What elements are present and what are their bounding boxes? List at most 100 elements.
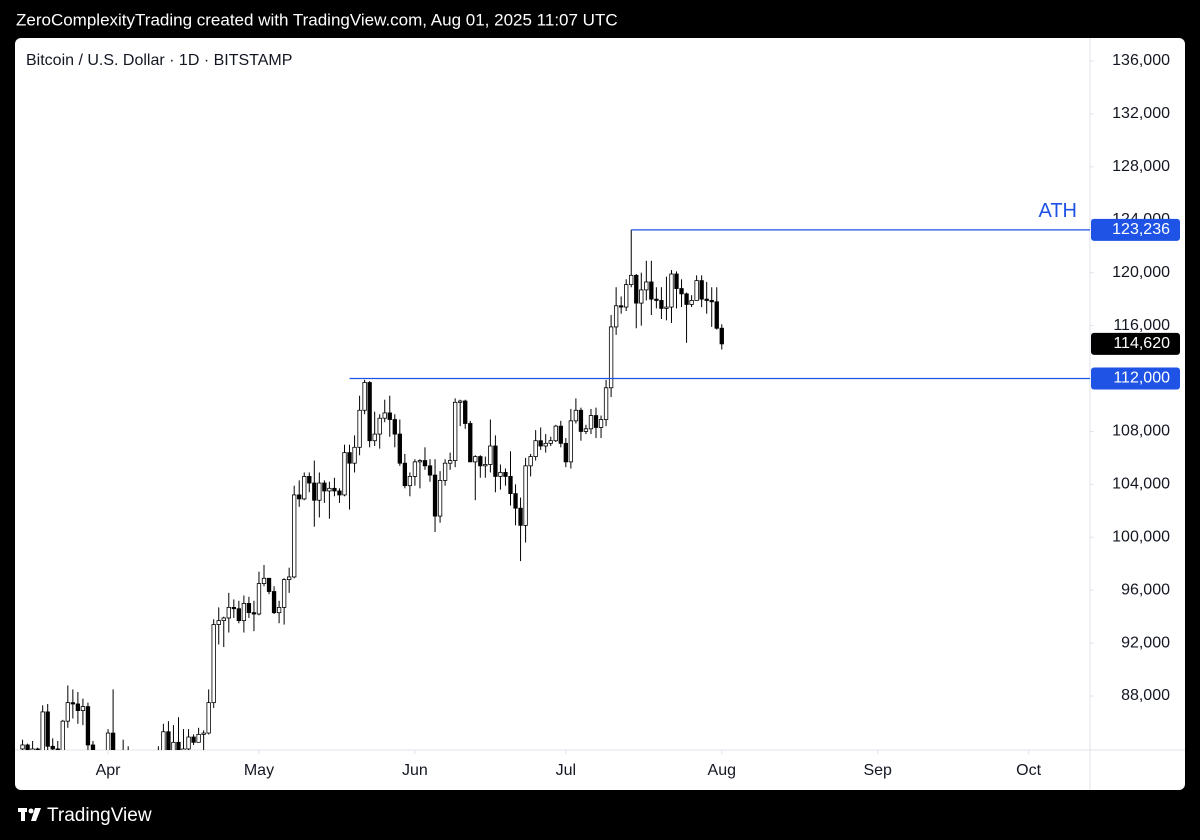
y-tick-label: 100,000 <box>1112 528 1170 545</box>
candle-body <box>35 748 40 750</box>
candle-body <box>317 482 322 501</box>
candle-body <box>568 420 574 463</box>
candle-body <box>392 419 397 435</box>
candle-body <box>241 603 247 622</box>
candle-body <box>50 745 55 750</box>
candle-body <box>347 452 352 464</box>
candle-body <box>644 281 649 291</box>
y-tick-label: 120,000 <box>1112 264 1170 281</box>
candle-body <box>468 423 473 463</box>
candle-body <box>639 289 644 304</box>
candle-body <box>709 300 714 303</box>
level-label: 123,236 <box>1112 221 1170 238</box>
candle-body <box>508 476 513 495</box>
x-tick-label: Jul <box>556 762 576 779</box>
candle-body <box>649 281 654 300</box>
candle-body <box>362 382 367 411</box>
y-tick-label: 108,000 <box>1112 423 1170 440</box>
candle-body <box>719 327 724 345</box>
candle-body <box>191 736 196 743</box>
y-tick-label: 96,000 <box>1121 581 1170 598</box>
x-tick-label: Sep <box>863 762 892 779</box>
candle-body <box>80 706 86 711</box>
y-tick-label: 88,000 <box>1121 687 1170 704</box>
candle-body <box>342 452 347 496</box>
candle-body <box>563 442 568 463</box>
candle-body <box>518 507 523 526</box>
y-tick-label: 136,000 <box>1112 52 1170 69</box>
candle-body <box>30 748 35 750</box>
candle-body <box>679 288 684 295</box>
x-tick-label: Oct <box>1016 762 1041 779</box>
candle-body <box>538 440 543 447</box>
x-tick-label: Apr <box>96 762 122 779</box>
candle-body <box>161 731 166 750</box>
candle-body <box>231 606 236 610</box>
candle-body <box>664 306 669 309</box>
level-label-box <box>1091 218 1180 241</box>
candle-body <box>553 425 558 442</box>
candle-body <box>548 440 553 444</box>
candle-body <box>598 419 604 428</box>
candle-body <box>271 591 277 614</box>
candle-body <box>382 412 387 419</box>
candle-body <box>90 744 96 750</box>
candle-body <box>463 400 468 424</box>
plot-area <box>20 229 724 750</box>
level-label-box <box>1091 367 1180 390</box>
candle-body <box>699 280 704 300</box>
candle-body <box>281 579 287 608</box>
candle-body <box>478 456 483 467</box>
candle-body <box>196 733 201 743</box>
y-tick-label: 92,000 <box>1121 634 1170 651</box>
candle-body <box>357 409 362 448</box>
candle-body <box>447 460 453 464</box>
candle-body <box>593 415 599 428</box>
candle-body <box>297 494 302 500</box>
candle-body <box>684 293 689 305</box>
candle-body <box>453 401 458 461</box>
candle-body <box>266 577 272 592</box>
candle-body <box>654 298 659 301</box>
candle-body <box>483 464 488 467</box>
candle-body <box>417 460 423 463</box>
candle-body <box>377 417 382 435</box>
candle-body <box>488 445 493 465</box>
candle-body <box>528 456 533 467</box>
candle-body <box>619 305 624 308</box>
y-tick-label: 132,000 <box>1112 105 1170 122</box>
candle-body <box>206 702 211 734</box>
level-label: 112,000 <box>1113 370 1170 387</box>
candle-body <box>236 608 242 622</box>
candle-body <box>110 732 116 750</box>
level-annotation: ATH <box>1038 200 1077 222</box>
candle-body <box>276 606 282 614</box>
candle-body <box>75 703 81 711</box>
candle-body <box>60 720 65 750</box>
candle-body <box>412 461 418 477</box>
candle-body <box>558 425 563 444</box>
candle-body <box>387 412 392 420</box>
candle-body <box>458 400 463 403</box>
candle-body <box>694 280 699 301</box>
header-text: ZeroComplexityTrading created with Tradi… <box>16 10 618 29</box>
candle-body <box>422 460 428 467</box>
symbol-title: Bitcoin / U.S. Dollar · 1D · BITSTAMP <box>26 52 292 69</box>
candle-body <box>689 300 694 305</box>
candle-body <box>432 474 438 517</box>
candle-body <box>493 445 498 477</box>
candle-body <box>327 487 332 492</box>
candle-body <box>608 326 614 389</box>
candle-body <box>367 382 372 442</box>
candle-body <box>583 428 589 432</box>
candle-body <box>352 446 357 464</box>
y-tick-label: 104,000 <box>1112 476 1170 493</box>
candle-body <box>407 476 413 487</box>
candle-body <box>40 711 45 750</box>
candle-body <box>442 462 448 481</box>
candle-body <box>714 301 719 329</box>
candle-body <box>437 479 443 517</box>
candle-body <box>543 442 548 447</box>
